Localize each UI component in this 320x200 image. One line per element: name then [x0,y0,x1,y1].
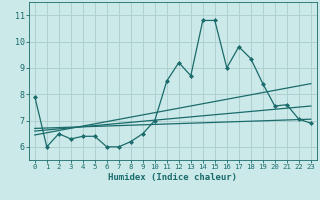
X-axis label: Humidex (Indice chaleur): Humidex (Indice chaleur) [108,173,237,182]
